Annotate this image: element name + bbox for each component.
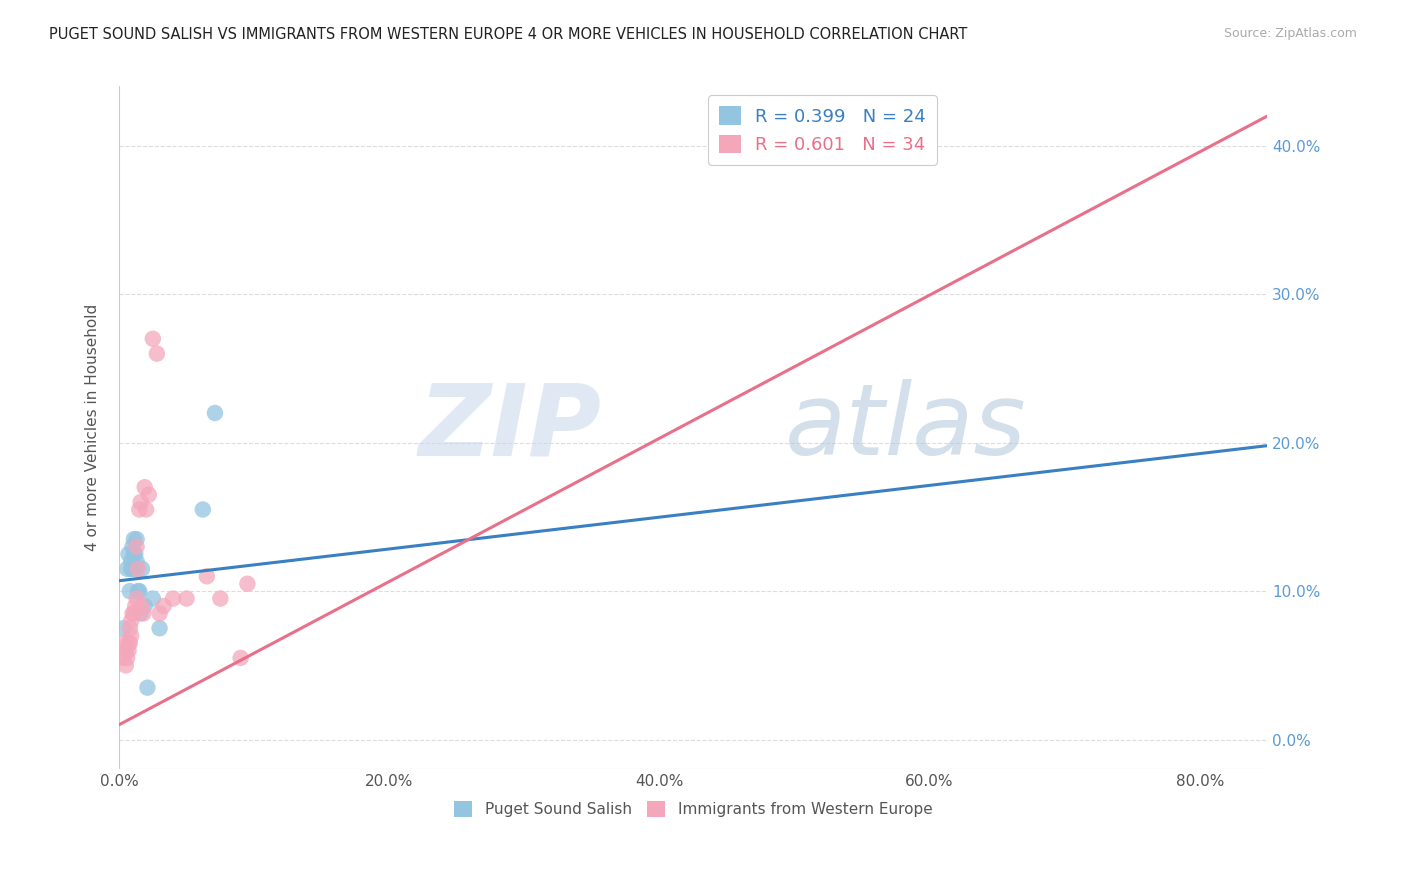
Point — [127, 562, 149, 576]
Text: atlas: atlas — [785, 379, 1026, 476]
Point — [121, 540, 143, 554]
Point — [114, 643, 136, 657]
Text: Source: ZipAtlas.com: Source: ZipAtlas.com — [1223, 27, 1357, 40]
Point — [117, 547, 139, 561]
Point — [191, 502, 214, 516]
Point — [127, 584, 149, 599]
Point — [114, 658, 136, 673]
Point — [135, 502, 157, 516]
Point — [118, 621, 141, 635]
Point — [120, 629, 142, 643]
Point — [118, 636, 141, 650]
Point — [114, 636, 136, 650]
Point — [131, 562, 153, 576]
Point — [162, 591, 184, 606]
Point — [131, 599, 153, 613]
Point — [229, 651, 252, 665]
Point — [117, 636, 139, 650]
Point — [118, 584, 141, 599]
Point — [122, 547, 145, 561]
Point — [120, 614, 142, 628]
Point — [122, 607, 145, 621]
Point — [115, 651, 138, 665]
Text: ZIP: ZIP — [419, 379, 602, 476]
Point — [124, 599, 146, 613]
Point — [128, 584, 150, 599]
Point — [148, 621, 170, 635]
Point — [128, 502, 150, 516]
Point — [142, 332, 165, 346]
Point — [124, 547, 146, 561]
Point — [236, 576, 259, 591]
Point — [115, 562, 138, 576]
Point — [121, 562, 143, 576]
Point — [176, 591, 198, 606]
Point — [134, 480, 156, 494]
Point — [120, 554, 142, 568]
Point — [148, 607, 170, 621]
Point — [125, 591, 148, 606]
Point — [195, 569, 218, 583]
Point — [152, 599, 174, 613]
Point — [146, 346, 169, 360]
Point — [136, 681, 159, 695]
Point — [122, 532, 145, 546]
Point — [125, 532, 148, 546]
Point — [132, 607, 155, 621]
Point — [120, 562, 142, 576]
Text: PUGET SOUND SALISH VS IMMIGRANTS FROM WESTERN EUROPE 4 OR MORE VEHICLES IN HOUSE: PUGET SOUND SALISH VS IMMIGRANTS FROM WE… — [49, 27, 967, 42]
Point — [117, 643, 139, 657]
Point — [204, 406, 226, 420]
Point — [125, 554, 148, 568]
Y-axis label: 4 or more Vehicles in Household: 4 or more Vehicles in Household — [86, 304, 100, 551]
Point — [124, 562, 146, 576]
Point — [129, 607, 152, 621]
Point — [121, 607, 143, 621]
Point — [112, 651, 135, 665]
Point — [142, 591, 165, 606]
Legend: Puget Sound Salish, Immigrants from Western Europe: Puget Sound Salish, Immigrants from West… — [449, 795, 938, 823]
Point — [125, 540, 148, 554]
Point — [112, 621, 135, 635]
Point — [209, 591, 232, 606]
Point — [134, 599, 156, 613]
Point — [138, 488, 160, 502]
Point — [129, 495, 152, 509]
